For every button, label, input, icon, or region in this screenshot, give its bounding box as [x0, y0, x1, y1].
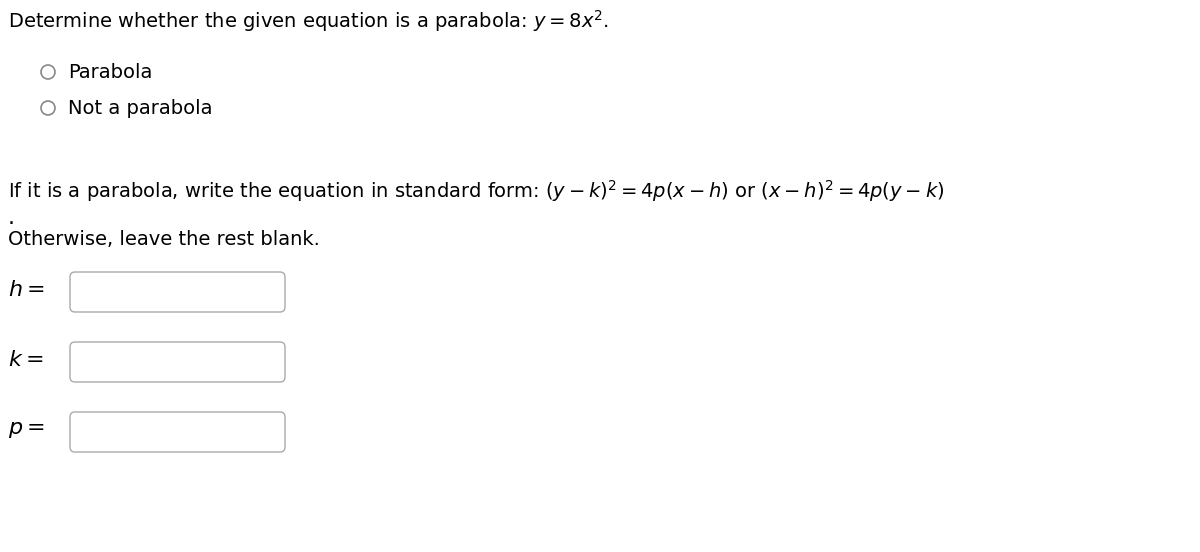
Text: Not a parabola: Not a parabola — [68, 98, 212, 118]
Text: Determine whether the given equation is a parabola: $y = 8x^2$.: Determine whether the given equation is … — [8, 8, 608, 34]
Text: Parabola: Parabola — [68, 62, 152, 82]
Text: If it is a parabola, write the equation in standard form: $(y - k)^2 = 4p(x - h): If it is a parabola, write the equation … — [8, 178, 944, 204]
Text: Otherwise, leave the rest blank.: Otherwise, leave the rest blank. — [8, 230, 320, 249]
Text: $p =$: $p =$ — [8, 420, 44, 440]
FancyBboxPatch shape — [70, 342, 286, 382]
FancyBboxPatch shape — [70, 412, 286, 452]
Text: $h =$: $h =$ — [8, 280, 44, 300]
Text: $k =$: $k =$ — [8, 350, 43, 370]
FancyBboxPatch shape — [70, 272, 286, 312]
Text: .: . — [8, 208, 14, 228]
